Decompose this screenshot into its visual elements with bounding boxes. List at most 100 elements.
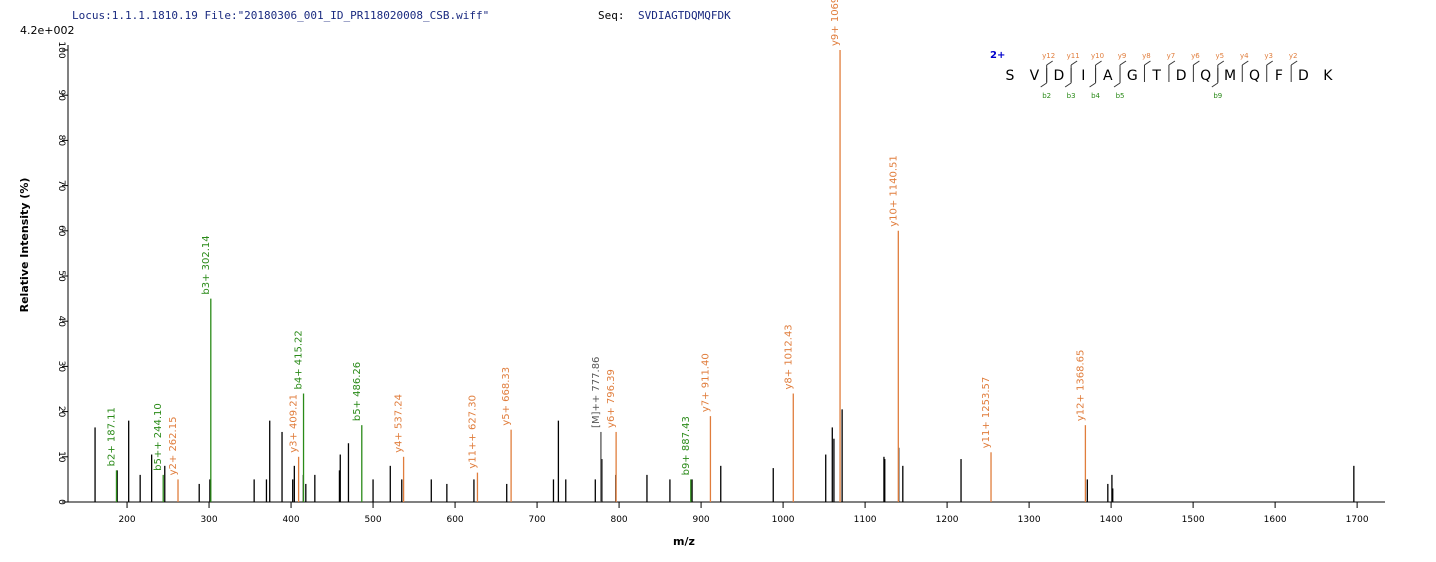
x-tick-label: 400 <box>282 515 299 525</box>
residue: D <box>1054 68 1065 84</box>
y-tick-label: 100 <box>56 41 66 58</box>
y-ion-label: y12 <box>1042 52 1055 60</box>
x-tick-label: 1200 <box>936 515 959 525</box>
x-tick-label: 1300 <box>1018 515 1041 525</box>
x-tick-label: 1700 <box>1346 515 1369 525</box>
y-bracket-top <box>1046 60 1053 66</box>
file-header: Locus:1.1.1.1810.19 File:"20180306_001_I… <box>72 9 489 22</box>
x-tick-label: 800 <box>610 515 627 525</box>
peak-label: y8+ 1012.43 <box>783 324 794 389</box>
peak-label: y3+ 409.21 <box>289 394 300 453</box>
y-ion-label: y6 <box>1191 52 1200 60</box>
x-tick-label: 900 <box>692 515 709 525</box>
x-tick-label: 1000 <box>772 515 795 525</box>
b-bracket-bottom <box>1089 82 1096 88</box>
x-tick-label: 1400 <box>1100 515 1123 525</box>
x-tick-label: 300 <box>200 515 217 525</box>
peak-label: b9+ 887.43 <box>681 416 692 475</box>
y-bracket-top <box>1119 60 1127 66</box>
b-bracket-bottom <box>1211 82 1219 88</box>
peak-label: y9+ 1069.47 <box>830 0 841 46</box>
y-ion-label: y10 <box>1091 52 1104 60</box>
x-tick-label: 1100 <box>854 515 877 525</box>
peak-label: y2+ 262.15 <box>168 417 179 476</box>
peak-label: b5+ 486.26 <box>352 362 363 421</box>
peak-label: y5+ 668.33 <box>501 367 512 426</box>
y-ion-label: y8 <box>1142 52 1151 60</box>
y-bracket-top <box>1290 60 1298 66</box>
y-tick-label: 80 <box>56 135 66 147</box>
residue: Q <box>1200 68 1211 84</box>
residue: I <box>1081 68 1085 84</box>
peak-label: y11+ 1253.57 <box>981 377 992 449</box>
residue: D <box>1176 68 1187 84</box>
seq-label: Seq: <box>598 9 625 22</box>
b-bracket-bottom <box>1113 82 1121 88</box>
b-ion-label: b9 <box>1213 92 1222 100</box>
y-ion-label: y3 <box>1264 52 1273 60</box>
y-ion-label: y9 <box>1118 52 1127 60</box>
y-tick-label: 20 <box>56 406 66 418</box>
b-bracket-bottom <box>1040 82 1047 88</box>
peak-label: y11++ 627.30 <box>467 395 478 469</box>
residue: K <box>1323 68 1333 84</box>
y-ion-label: y5 <box>1216 52 1225 60</box>
y-ion-label: y11 <box>1067 52 1080 60</box>
scale-label: 4.2e+002 <box>20 24 74 37</box>
peak-label: b4+ 415.22 <box>294 330 305 389</box>
b-ion-label: b5 <box>1116 92 1125 100</box>
y-ion-label: y7 <box>1167 52 1176 60</box>
y-tick-label: 90 <box>56 89 66 101</box>
residue: M <box>1224 68 1236 84</box>
y-tick-label: 60 <box>56 225 66 237</box>
b-ion-label: b4 <box>1091 92 1100 100</box>
residue: T <box>1151 68 1161 84</box>
y-tick-label: 10 <box>56 451 66 463</box>
x-tick-label: 600 <box>446 515 463 525</box>
y-tick-label: 50 <box>56 270 66 282</box>
y-tick-label: 30 <box>56 361 66 373</box>
y-bracket-top <box>1241 60 1249 66</box>
x-tick-label: 1600 <box>1264 515 1287 525</box>
y-bracket-top <box>1144 60 1151 66</box>
b-ion-label: b3 <box>1067 92 1076 100</box>
b-ion-label: b2 <box>1042 92 1051 100</box>
peak-label: y10+ 1140.51 <box>888 155 899 227</box>
x-tick-label: 700 <box>528 515 545 525</box>
x-tick-label: 200 <box>118 515 135 525</box>
x-tick-label: 1500 <box>1182 515 1205 525</box>
residue: F <box>1275 68 1283 84</box>
y-bracket-top <box>1095 60 1102 66</box>
y-ion-label: y2 <box>1289 52 1298 60</box>
y-bracket-top <box>1070 60 1078 66</box>
residue: A <box>1103 68 1113 84</box>
y-bracket-top <box>1266 60 1274 66</box>
peak-label: [M]++ 777.86 <box>591 357 602 428</box>
charge-label: 2+ <box>990 50 1005 61</box>
residue: G <box>1127 68 1138 84</box>
y-ion-label: y4 <box>1240 52 1249 60</box>
y-bracket-top <box>1168 60 1176 66</box>
residue: S <box>1006 68 1015 84</box>
peak-label: y4+ 537.24 <box>394 394 405 453</box>
seq-text: SVDIAGTDQMQFDK <box>638 9 731 22</box>
peak-label: b5++ 244.10 <box>153 403 164 471</box>
y-tick-label: 70 <box>56 180 66 192</box>
peak-label: y7+ 911.40 <box>700 353 711 412</box>
peak-label: y6+ 796.39 <box>606 369 617 428</box>
peak-label: b2+ 187.11 <box>106 407 117 466</box>
y-tick-label: 0 <box>56 499 66 505</box>
x-axis-label: m/z <box>673 535 695 548</box>
residue: D <box>1298 68 1309 84</box>
peak-label: b3+ 302.14 <box>201 235 212 294</box>
y-axis-label: Relative Intensity (%) <box>18 178 31 313</box>
x-tick-label: 500 <box>364 515 381 525</box>
residue: Q <box>1249 68 1260 84</box>
b-bracket-bottom <box>1064 82 1072 88</box>
peak-label: y12+ 1368.65 <box>1075 350 1086 422</box>
residue: V <box>1030 68 1040 84</box>
y-tick-label: 40 <box>56 315 66 327</box>
y-bracket-top <box>1193 60 1200 66</box>
